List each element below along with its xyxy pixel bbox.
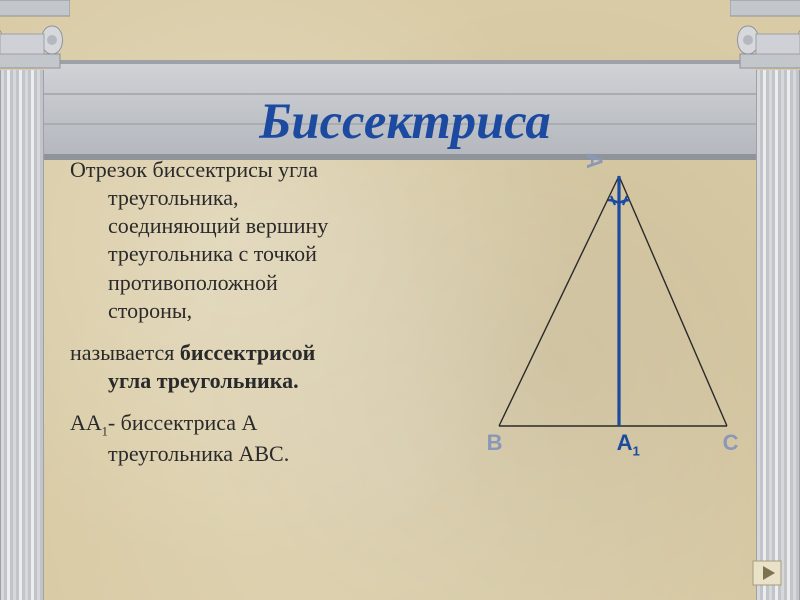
label-A: А <box>581 153 607 169</box>
ionic-capital-icon <box>0 0 70 70</box>
slide: Биссектриса Отрезок биссектрисы угла тре… <box>0 0 800 600</box>
pillar-right <box>756 0 800 600</box>
triangle-figure: А В С А1 <box>479 156 749 486</box>
definition-paragraph: Отрезок биссектрисы угла треугольника, с… <box>70 156 459 325</box>
label-A1: А1 <box>617 430 640 458</box>
slide-title: Биссектриса <box>70 92 740 150</box>
next-slide-icon <box>752 560 782 586</box>
label-B: В <box>487 430 503 456</box>
pillar-left <box>0 0 44 600</box>
definition-conclusion: называется биссектрисой угла треугольник… <box>70 339 459 395</box>
label-C: С <box>723 430 739 456</box>
ionic-capital-icon <box>730 0 800 70</box>
next-slide-button[interactable] <box>752 560 782 586</box>
triangle-svg <box>479 156 749 456</box>
example-line: АА1- биссектриса А треугольника АВС. <box>70 409 459 468</box>
content-area: Биссектриса Отрезок биссектрисы угла тре… <box>70 92 740 570</box>
